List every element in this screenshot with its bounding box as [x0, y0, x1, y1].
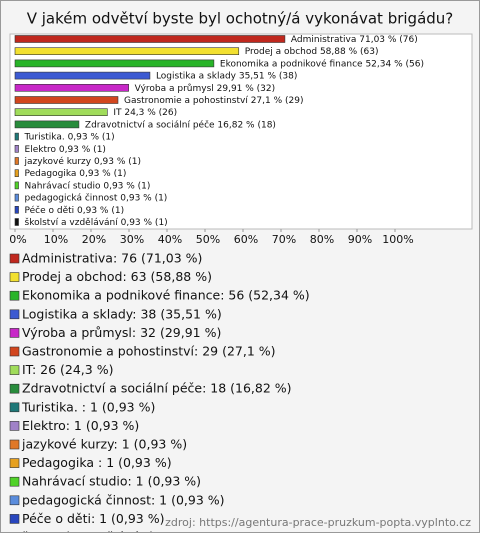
legend-label: Elektro: 1 (0,93 %)	[22, 418, 139, 433]
bar-label: pedagogická činnost 0,93 % (1)	[25, 193, 168, 204]
bar	[14, 59, 215, 68]
legend-swatch	[9, 458, 20, 468]
bar	[14, 84, 129, 92]
x-tick-label: 50%	[196, 233, 220, 246]
legend-swatch	[9, 309, 20, 320]
bar	[14, 193, 19, 202]
legend-label: Zdravotnictví a sociální péče: 18 (16,82…	[22, 381, 292, 396]
legend-swatch	[9, 402, 20, 413]
bar-label: Ekonomika a podnikové finance 52,34 % (5…	[220, 58, 424, 69]
legend-label: školství a vzdělávání: 1 (0,93 %)	[22, 530, 225, 533]
legend-swatch	[9, 476, 20, 487]
bar-label: Zdravotnictví a sociální péče 16,82 % (1…	[85, 119, 276, 130]
legend-label: Administrativa: 76 (71,03 %)	[22, 251, 202, 266]
legend-swatch	[9, 495, 20, 506]
legend-swatch	[9, 272, 20, 282]
bar-label: jazykové kurzy 0,93 % (1)	[24, 156, 142, 167]
x-tick-label: 80%	[310, 233, 334, 246]
legend-swatch	[9, 290, 20, 301]
bar-label: Elektro 0,93 % (1)	[25, 145, 106, 155]
bar	[14, 35, 286, 43]
legend-label: jazykové kurzy: 1 (0,93 %)	[21, 437, 187, 452]
legend-label: Pedagogika : 1 (0,93 %)	[22, 455, 172, 470]
bar-label: IT 24,3 % (26)	[113, 108, 177, 118]
x-tick-label: 10%	[44, 233, 68, 246]
bar	[14, 108, 108, 116]
legend-label: Nahrávací studio: 1 (0,93 %)	[22, 474, 201, 489]
x-tick-label: 20%	[82, 233, 106, 246]
x-tick-label: 60%	[234, 233, 258, 246]
legend-swatch	[9, 383, 20, 394]
source: zdroj: https://agentura-prace-pruzkum-po…	[165, 516, 471, 529]
bar-label: Nahrávací studio 0,93 % (1)	[25, 181, 151, 191]
x-tick-label: 100%	[382, 233, 413, 246]
chart-title: V jakém odvětví byste byl ochotný/á vyko…	[27, 10, 454, 28]
legend-label: Prodej a obchod: 63 (58,88 %)	[22, 269, 212, 284]
legend-swatch	[9, 514, 20, 524]
legend-label: Logistika a sklady: 38 (35,51 %)	[22, 306, 222, 321]
bar	[14, 132, 19, 141]
x-tick-label: 30%	[120, 233, 144, 246]
legend-swatch	[9, 253, 20, 264]
legend-swatch	[9, 365, 20, 375]
bar-label: školství a vzdělávání 0,93 % (1)	[25, 217, 168, 228]
bar-label: Výroba a průmysl 29,91 % (32)	[135, 83, 276, 94]
x-tick-label: 40%	[158, 233, 182, 246]
bar	[14, 120, 80, 129]
bar	[14, 71, 151, 80]
bar-label: Gastronomie a pohostinství 27,1 % (29)	[124, 96, 304, 106]
bar-label: Logistika a sklady 35,51 % (38)	[156, 72, 297, 82]
legend-swatch	[9, 328, 20, 338]
bar-label: Péče o děti 0,93 % (1)	[25, 205, 125, 216]
legend-label: Výroba a průmysl: 32 (29,91 %)	[22, 325, 221, 340]
legend-label: pedagogická činnost: 1 (0,93 %)	[22, 492, 225, 507]
x-tick-label: 90%	[348, 233, 372, 246]
bar	[14, 47, 240, 56]
bar	[14, 218, 19, 226]
bar-label: Prodej a obchod 58,88 % (63)	[245, 47, 379, 57]
x-tick-label: 0%	[9, 233, 26, 246]
bar	[14, 206, 19, 214]
bar-label: Turistika. 0,93 % (1)	[24, 133, 115, 143]
legend-label: Turistika. : 1 (0,93 %)	[21, 399, 155, 414]
legend-label: Péče o děti: 1 (0,93 %)	[22, 511, 165, 526]
bar	[14, 145, 19, 153]
bar-label: Administrativa 71,03 % (76)	[291, 35, 418, 45]
bar	[14, 169, 19, 177]
legend-label: Ekonomika a podnikové finance: 56 (52,34…	[22, 288, 310, 303]
legend-swatch	[9, 346, 20, 357]
bar-label: Pedagogika 0,93 % (1)	[25, 169, 127, 179]
bar	[14, 157, 19, 165]
legend-swatch	[9, 421, 20, 431]
legend-label: IT: 26 (24,3 %)	[22, 362, 113, 377]
bar	[14, 96, 119, 104]
legend-label: Gastronomie a pohostinství: 29 (27,1 %)	[22, 344, 276, 359]
x-tick-label: 70%	[272, 233, 296, 246]
bar	[14, 181, 19, 190]
legend-swatch	[9, 439, 20, 450]
